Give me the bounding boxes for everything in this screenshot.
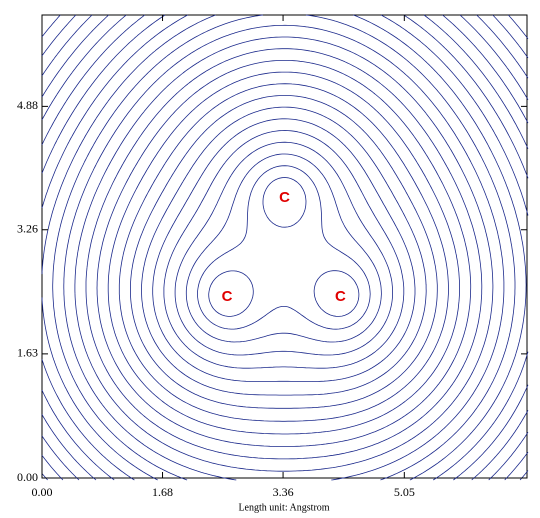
contour-line	[107, 71, 460, 435]
x-axis-label: Length unit: Angstrom	[238, 502, 329, 513]
contour-line	[197, 165, 371, 330]
contour-line	[85, 48, 483, 460]
atom-core	[216, 284, 239, 307]
contour-line	[163, 130, 405, 369]
contour-line	[41, 14, 529, 481]
atom-core	[273, 186, 296, 209]
plot-frame	[41, 14, 528, 479]
contour-line	[74, 36, 494, 472]
y-tick-label: 0.00	[17, 470, 38, 484]
contour-line	[41, 14, 529, 481]
contour-line	[41, 14, 529, 481]
x-tick-label: 3.36	[273, 485, 294, 499]
contour-line	[208, 177, 360, 317]
y-tick-label: 4.88	[17, 98, 38, 112]
contours	[41, 14, 529, 481]
contour-line	[185, 153, 382, 343]
atom-label: C	[222, 288, 233, 305]
contour-line	[41, 14, 529, 39]
contour-line	[41, 14, 529, 481]
contour-line	[63, 24, 505, 481]
contour-line	[152, 118, 416, 382]
contour-line	[52, 14, 516, 481]
contour-line	[96, 60, 472, 447]
contour-line	[174, 141, 393, 356]
y-tick-label: 3.26	[17, 221, 38, 235]
atom-label: C	[335, 288, 346, 305]
atom-label: C	[279, 189, 290, 206]
contour-line	[41, 14, 529, 59]
x-tick-label: 1.68	[152, 485, 173, 499]
x-tick-label: 5.05	[394, 485, 415, 499]
x-tick-label: 0.00	[32, 485, 53, 499]
contour-line	[130, 95, 438, 409]
contour-line	[41, 14, 529, 481]
contour-line	[41, 14, 529, 481]
contour-line	[41, 14, 527, 481]
y-tick-label: 1.63	[17, 346, 38, 360]
atom-core	[329, 284, 352, 307]
contour-line	[118, 83, 449, 422]
contour-line	[141, 106, 427, 396]
